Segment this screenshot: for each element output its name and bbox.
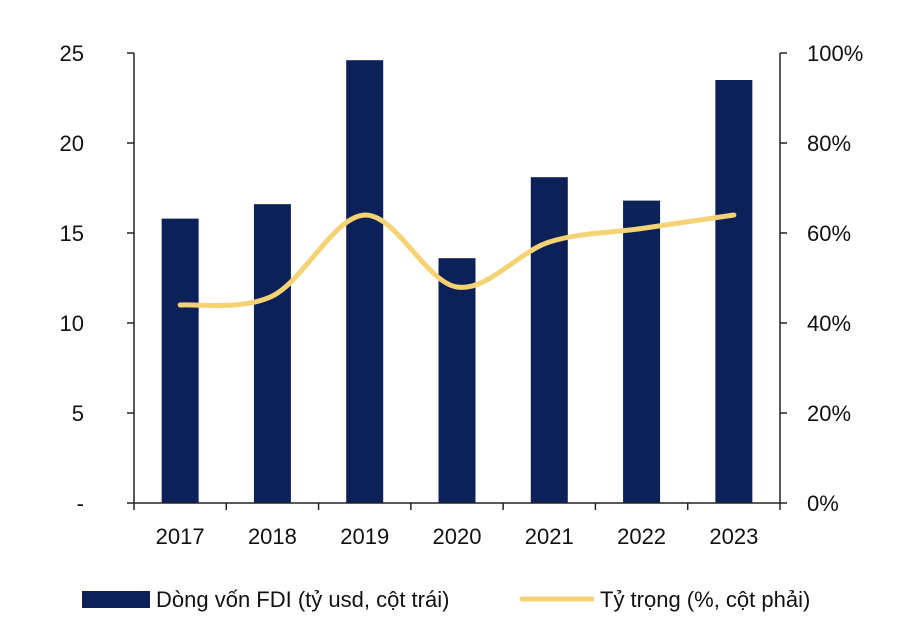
axes: - 5 10 15 20 25 0% 20% 40% 60% 80% 100% 2017 2018 2019… [60,41,864,549]
y-left-tick-label: 5 [72,401,84,426]
bar-2022 [623,200,661,503]
bar-2019 [346,60,384,503]
x-tick-label: 2022 [617,524,666,549]
y-right-tick-label: 80% [807,131,851,156]
x-tick-label: 2020 [433,524,482,549]
y-right-tick-label: 0% [807,491,839,516]
y-left-tick-label: - [77,491,84,516]
y-right-tick-label: 100% [807,41,863,66]
legend-label-bar: Dòng vốn FDI (tỷ usd, cột trái) [156,587,449,612]
x-tick-label: 2021 [525,524,574,549]
line-series [177,212,737,309]
bar-2021 [530,177,568,503]
y-left-tick-label: 20 [60,131,84,156]
y-right-tick-label: 20% [807,401,851,426]
bar-2020 [438,258,476,503]
line-share [177,212,737,309]
y-right-tick-label: 60% [807,221,851,246]
x-tick-label: 2019 [340,524,389,549]
bar-series [161,60,753,503]
y-left-tick-label: 25 [60,41,84,66]
bar-2017 [161,218,199,503]
bar-2018 [253,204,291,503]
legend: Dòng vốn FDI (tỷ usd, cột trái) Tỷ trọng… [82,587,810,612]
legend-label-line: Tỷ trọng (%, cột phải) [600,587,810,612]
legend-swatch-bar [82,591,150,608]
x-tick-label: 2017 [156,524,205,549]
x-tick-label: 2018 [248,524,297,549]
x-tick-label: 2023 [709,524,758,549]
y-left-tick-label: 15 [60,221,84,246]
y-right-tick-label: 40% [807,311,851,336]
bar-2023 [715,80,753,503]
y-left-tick-label: 10 [60,311,84,336]
